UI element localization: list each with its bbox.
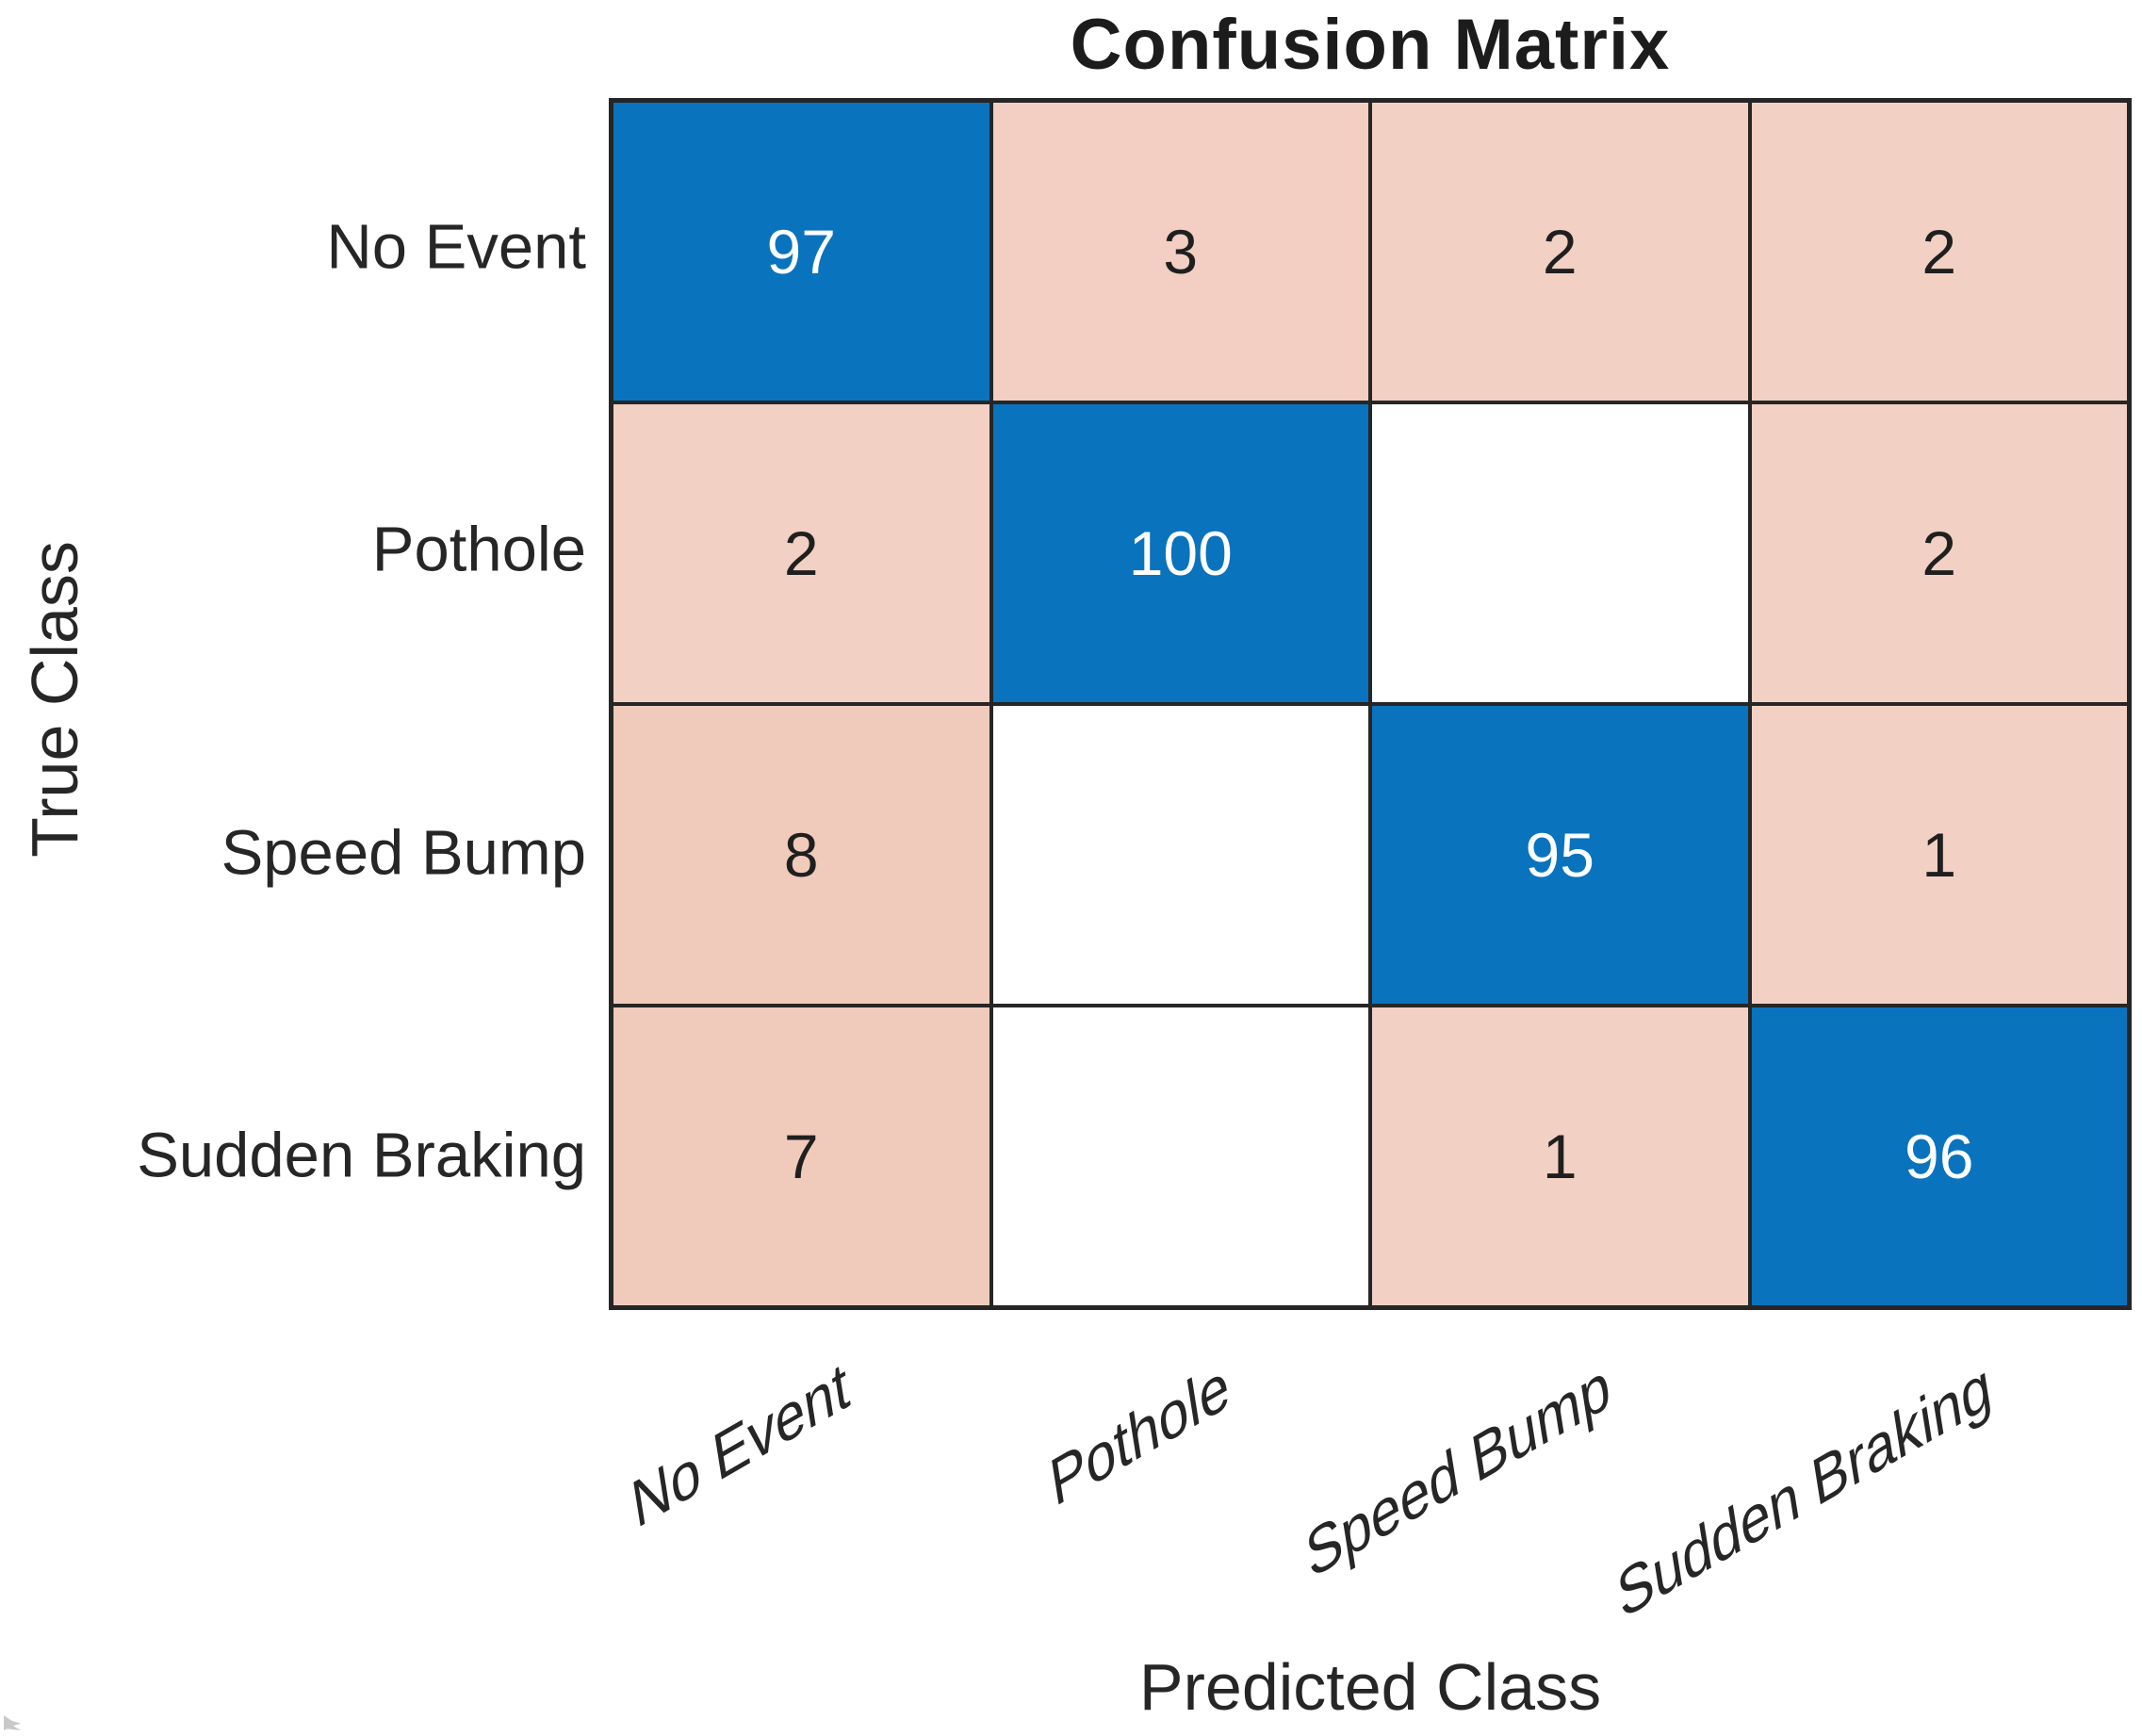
- matrix-cell-1-3: 2: [1751, 404, 2127, 702]
- matrix-cell-3-3: 96: [1751, 1007, 2127, 1305]
- x-tick-label-3: Sudden Braking: [1611, 1347, 1996, 1633]
- matrix-cell-1-2: [1372, 404, 1748, 702]
- x-tick-label-0: No Event: [627, 1347, 854, 1543]
- y-tick-label-2: Speed Bump: [221, 817, 586, 889]
- cell-value: 3: [1163, 217, 1199, 287]
- matrix-cell-2-3: 1: [1751, 706, 2127, 1004]
- matrix-cell-1-0: 2: [613, 404, 989, 702]
- x-tick-label-2: Speed Bump: [1300, 1347, 1615, 1594]
- cell-value: 8: [783, 820, 819, 890]
- cell-value: 95: [1525, 820, 1594, 890]
- matrix-cell-2-2: 95: [1372, 706, 1748, 1004]
- cursor-artifact: [4, 1715, 21, 1730]
- cell-value: 96: [1905, 1122, 1974, 1191]
- matrix-cell-0-0: 97: [613, 103, 989, 401]
- chart-title: Confusion Matrix: [1070, 5, 1671, 85]
- x-axis-label: Predicted Class: [1138, 1650, 1602, 1724]
- matrix-cell-0-3: 2: [1751, 103, 2127, 401]
- matrix-cell-3-2: 1: [1372, 1007, 1748, 1305]
- cell-value: 97: [766, 217, 836, 287]
- cell-value: 1: [1921, 820, 1957, 890]
- matrix-grid: 97 3 2 2 2 100 2 8 95 1 7 1 96: [609, 98, 2132, 1310]
- cell-value: 2: [1921, 518, 1957, 588]
- matrix-cell-0-2: 2: [1372, 103, 1748, 401]
- y-tick-label-0: No Event: [326, 211, 586, 283]
- matrix-cell-2-1: [992, 706, 1368, 1004]
- matrix-cell-1-1: 100: [992, 404, 1368, 702]
- y-axis-label: True Class: [18, 541, 91, 858]
- matrix-cell-3-1: [992, 1007, 1368, 1305]
- cell-value: 2: [783, 518, 819, 588]
- y-tick-label-3: Sudden Braking: [137, 1120, 586, 1191]
- cell-value: 1: [1542, 1122, 1578, 1191]
- cell-value: 100: [1128, 518, 1233, 588]
- cell-value: 2: [1921, 217, 1957, 287]
- y-tick-label-1: Pothole: [371, 514, 586, 585]
- matrix-cell-3-0: 7: [613, 1007, 989, 1305]
- matrix-cell-0-1: 3: [992, 103, 1368, 401]
- cell-value: 7: [783, 1122, 819, 1191]
- matrix-cell-2-0: 8: [613, 706, 989, 1004]
- cell-value: 2: [1542, 217, 1578, 287]
- x-tick-label-1: Pothole: [1045, 1347, 1235, 1521]
